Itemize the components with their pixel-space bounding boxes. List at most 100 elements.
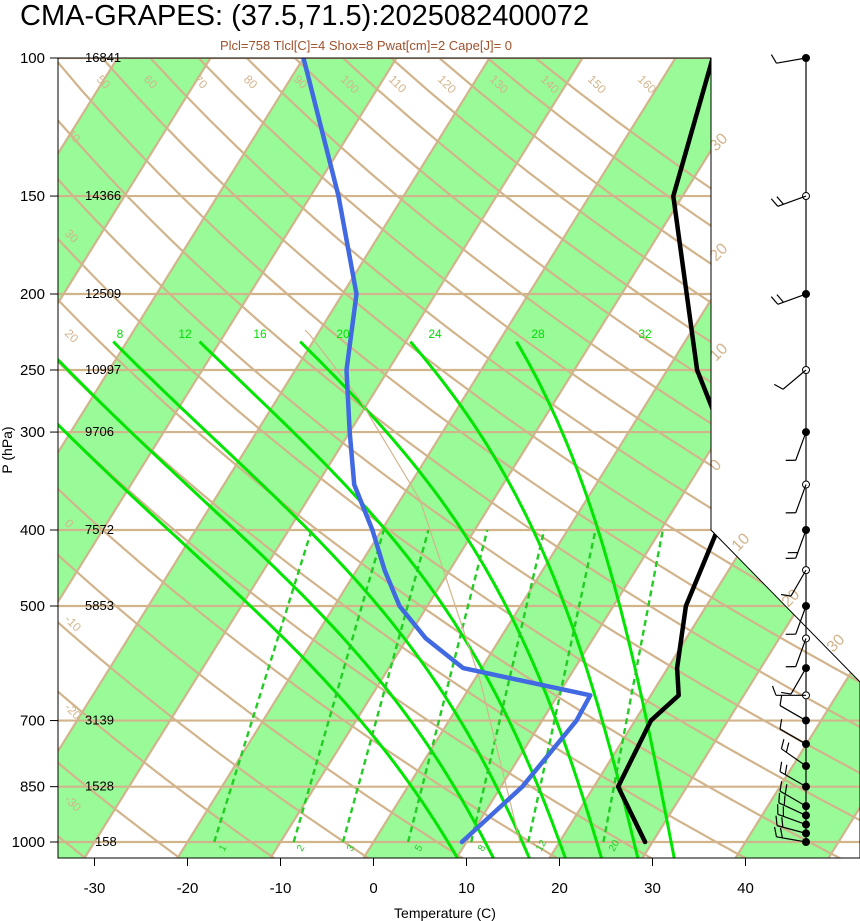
dry-adiabat (58, 58, 465, 858)
y-tick-label: 1000 (12, 834, 45, 851)
wind-barb-flag (781, 691, 792, 695)
y-tick-label: 500 (20, 598, 45, 615)
temperature-band (58, 58, 419, 858)
height-label: 158 (95, 834, 117, 849)
wind-barb-shaft (776, 825, 807, 834)
mixing-ratio-line (406, 529, 489, 843)
moist-adiabat-label: 16 (253, 327, 267, 341)
wind-barb-flag (770, 198, 779, 207)
moist-adiabat-label: 24 (428, 327, 442, 341)
wind-barb-flag (781, 817, 784, 828)
x-tick-label: -10 (270, 880, 292, 897)
moist-adiabat-label: 8 (117, 327, 124, 341)
dry-adiabat (58, 58, 842, 858)
wind-barb-flag (781, 593, 792, 597)
mixing-ratio-line (602, 529, 665, 843)
mixing-ratio-label: 3 (345, 843, 358, 854)
x-tick-label: 20 (551, 880, 568, 897)
mixing-ratio-label: 2 (295, 843, 308, 854)
dry-adiabat (58, 58, 182, 858)
height-label: 7572 (85, 522, 114, 537)
isotherm-line (58, 58, 327, 858)
isotherm-line (176, 58, 699, 858)
wind-barb-flag (776, 196, 784, 205)
wind-barb-flag (783, 795, 786, 806)
parcel-line (304, 329, 521, 843)
x-tick-label: -30 (84, 880, 106, 897)
dry-adiabat-left-label: -10 (62, 612, 84, 634)
isotherm-line (734, 58, 860, 858)
wind-barb-flag (770, 54, 777, 64)
wind-barb-flag (773, 383, 784, 390)
dry-adiabat-right-label: 0 (707, 456, 725, 474)
x-tick-label: 0 (369, 880, 377, 897)
wind-barb-flag (779, 695, 783, 706)
wind-barb-shaft (779, 705, 807, 722)
mixing-ratio-line (527, 529, 597, 843)
moist-adiabat (112, 340, 531, 858)
dry-adiabat-right-label: 10 (729, 530, 754, 555)
wind-barb-shaft (790, 569, 807, 597)
y-tick-label: 850 (20, 779, 45, 796)
y-tick-label: 300 (20, 424, 45, 441)
wind-barb-shaft (777, 813, 807, 826)
wind-barb-shaft (782, 369, 807, 390)
dry-adiabat-label: 150 (585, 72, 609, 96)
mixing-ratio-line (470, 529, 546, 843)
dry-adiabat-label: 80 (241, 72, 261, 92)
wind-barb-flag (776, 294, 784, 303)
chart-title: CMA-GRAPES: (37.5,71.5):2025082400072 (20, 0, 589, 32)
dry-adiabat (58, 58, 559, 858)
mixing-ratio-label: 8 (476, 843, 489, 854)
dry-adiabat-label: 110 (386, 72, 410, 96)
wind-barb-flag (784, 764, 788, 775)
wind-barb-shaft (795, 431, 807, 461)
dry-adiabat (58, 58, 370, 858)
wind-barb-flag (778, 792, 781, 803)
y-tick-label: 150 (20, 188, 45, 205)
wind-barb-shaft (776, 836, 807, 843)
dry-adiabat (211, 58, 860, 858)
wind-barb-shaft (777, 293, 807, 305)
wind-barb-shaft (795, 638, 807, 667)
wind-barb-flag (785, 742, 790, 753)
x-axis-label: Temperature (C) (394, 905, 496, 921)
wind-barb-shaft (778, 802, 807, 816)
moist-adiabat (515, 340, 676, 858)
wind-barb-shaft (776, 57, 807, 64)
y-tick-label: 700 (20, 713, 45, 730)
wind-barb-flag (779, 827, 783, 838)
wind-barb-flag (779, 719, 783, 730)
moist-adiabats (58, 340, 676, 858)
wind-barb-flag (780, 738, 785, 749)
moist-adiabat-label: 32 (638, 327, 652, 341)
mixing-ratio-label: 5 (413, 843, 426, 854)
dry-adiabat-label: 120 (435, 72, 459, 96)
chart-subtitle: Plcl=758 Tlcl[C]=4 Shox=8 Pwat[cm]=2 Cap… (220, 38, 512, 53)
dry-adiabat (304, 58, 860, 858)
mixing-ratio-line (292, 529, 385, 843)
wind-barb-flag (773, 826, 778, 837)
dry-adiabat (257, 58, 860, 858)
dry-adiabat (58, 58, 653, 858)
x-tick-label: 40 (737, 880, 754, 897)
y-tick-label: 400 (20, 522, 45, 539)
height-label: 10997 (85, 362, 121, 377)
wind-barb-shaft (779, 728, 807, 745)
mixing-ratio-label: 20 (607, 838, 622, 854)
y-tick-label: 250 (20, 362, 45, 379)
temperature-band (58, 58, 605, 858)
wind-barb-shaft (781, 748, 807, 767)
height-label: 12509 (85, 286, 121, 301)
moist-adiabat (409, 340, 640, 858)
wind-barb-flag (779, 761, 783, 772)
dry-adiabat (58, 58, 860, 858)
height-label: 9706 (85, 424, 114, 439)
wind-barb-flag (779, 781, 783, 792)
wind-barb-shaft (779, 771, 807, 788)
dewpoint-profile (301, 58, 593, 845)
isotherm-line (269, 58, 792, 858)
mixing-ratio-line (213, 529, 313, 843)
mixing-ratio-lines (213, 529, 665, 843)
